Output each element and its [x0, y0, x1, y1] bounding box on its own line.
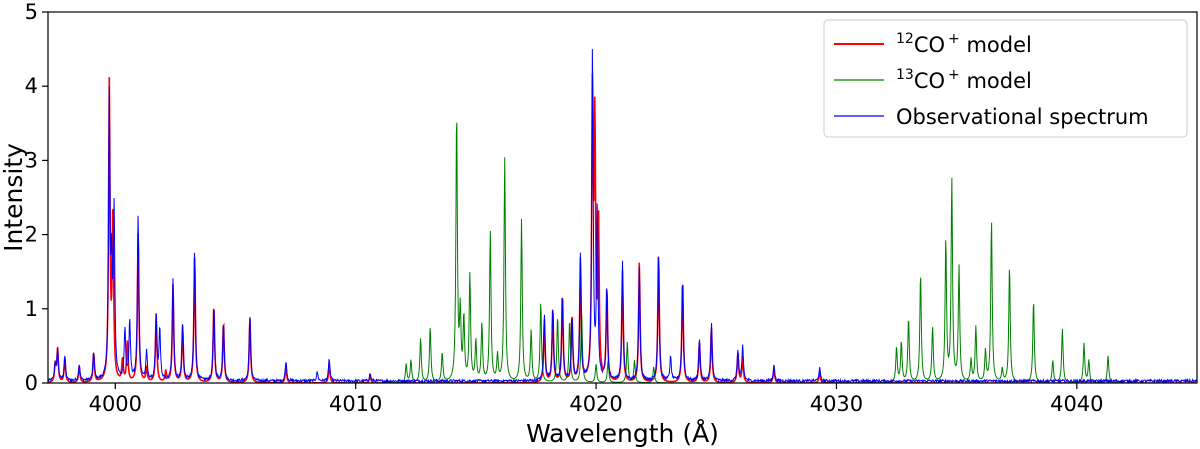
legend-entry-2: 13CO + model: [896, 67, 1032, 93]
x-tick-label: 4010: [329, 392, 382, 416]
series-line-2: [48, 122, 1197, 383]
y-axis-label: Intensity: [0, 143, 28, 252]
legend-label: CO: [914, 33, 945, 57]
x-tick-label: 4040: [1050, 392, 1103, 416]
y-tick-label: 4: [25, 74, 38, 98]
legend-superscript: 12: [896, 31, 914, 47]
x-axis-label: Wavelength (Å): [526, 419, 719, 448]
legend-superscript: +: [948, 67, 960, 83]
legend-superscript: +: [948, 31, 960, 47]
y-axis: 0 1 2 3 4 5: [25, 0, 48, 395]
legend-box: [823, 19, 1188, 138]
series-line-3: [48, 48, 1197, 383]
legend-label: model: [960, 69, 1032, 93]
legend-superscript: 13: [896, 67, 914, 83]
y-tick-label: 2: [25, 223, 38, 247]
y-tick-label: 1: [25, 297, 38, 321]
legend-entry-3: Observational spectrum: [896, 105, 1149, 129]
x-tick-label: 4000: [89, 392, 142, 416]
y-tick-label: 3: [25, 148, 38, 172]
legend-label: model: [960, 33, 1032, 57]
x-tick-label: 4030: [810, 392, 863, 416]
y-tick-label: 0: [25, 371, 38, 395]
legend-label: CO: [914, 69, 945, 93]
axes-frame: [47, 11, 1198, 384]
y-tick-label: 5: [25, 0, 38, 24]
legend-entry-1: 12CO + model: [896, 31, 1032, 57]
x-axis: 4000 4010 4020 4030 4040: [89, 383, 1104, 416]
legend-label: Observational spectrum: [896, 105, 1149, 129]
x-tick-label: 4020: [569, 392, 622, 416]
